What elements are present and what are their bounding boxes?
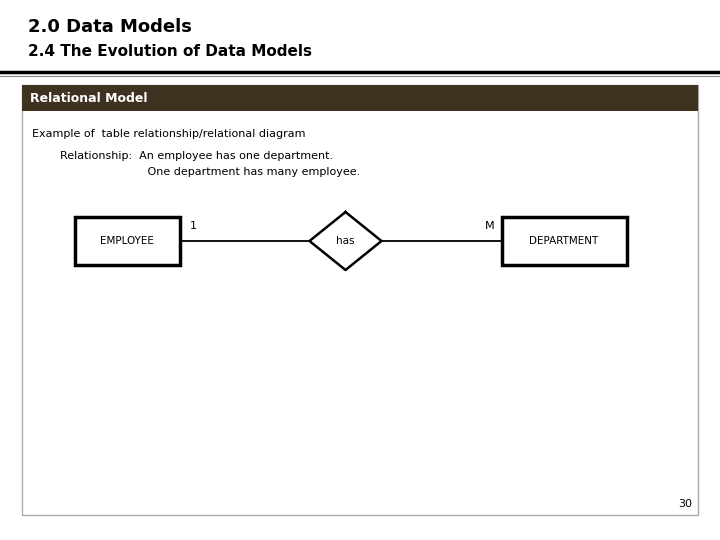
Bar (502, 217, 626, 265)
Text: has: has (336, 236, 355, 246)
Text: Relational Model: Relational Model (30, 91, 148, 105)
Bar (74, 217, 179, 265)
Text: 2.4 The Evolution of Data Models: 2.4 The Evolution of Data Models (28, 44, 312, 59)
Text: 1: 1 (190, 221, 197, 231)
Bar (22, 85, 698, 515)
Text: One department has many employee.: One department has many employee. (60, 167, 360, 177)
Text: DEPARTMENT: DEPARTMENT (529, 236, 598, 246)
Text: EMPLOYEE: EMPLOYEE (100, 236, 154, 246)
Text: 30: 30 (678, 499, 692, 509)
Bar (22, 85, 698, 111)
Text: Relationship:  An employee has one department.: Relationship: An employee has one depart… (60, 151, 333, 161)
Polygon shape (310, 212, 382, 270)
Text: 2.0 Data Models: 2.0 Data Models (28, 18, 192, 36)
Text: Example of  table relationship/relational diagram: Example of table relationship/relational… (32, 129, 305, 139)
Text: M: M (485, 221, 495, 231)
